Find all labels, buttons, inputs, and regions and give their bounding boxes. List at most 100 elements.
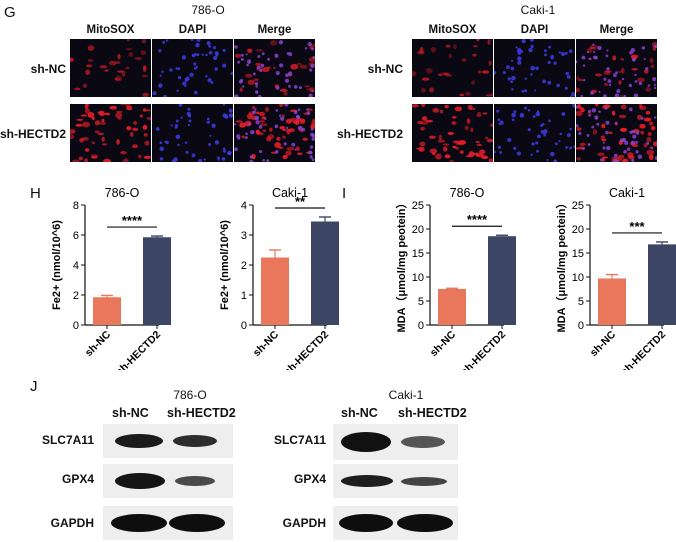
nucleus [296,115,301,120]
mitosox-signal [279,88,288,92]
mitosox-signal [488,158,493,162]
nucleus [597,45,602,51]
micrograph-g1-merge-nc [234,39,315,97]
mitosox-signal [466,118,471,124]
nucleus [595,117,598,120]
nucleus [254,115,260,121]
nucleus [216,156,220,160]
nucleus [652,77,657,82]
nucleus [586,134,590,137]
nucleus [275,109,279,112]
g2-col-dapi: DAPI [520,24,549,36]
band [115,473,165,489]
mitosox-signal [128,52,134,57]
mitosox-signal [420,126,426,131]
mitosox-signal [645,87,651,92]
mitosox-signal [133,121,138,125]
micrograph-g2-mitosox-nc [412,39,493,97]
mitosox-signal [455,146,460,150]
nucleus [207,78,212,83]
mitosox-signal [120,104,127,106]
nucleus [536,134,541,139]
y-tick-label: 10 [412,272,424,284]
nucleus [565,71,569,76]
nucleus [206,41,211,46]
nucleus [548,119,551,123]
j-blot2-title: Caki-1 [388,388,424,402]
nucleus [531,142,535,146]
mitosox-signal [117,70,124,73]
nucleus [159,74,162,77]
nucleus [569,95,572,97]
mitosox-signal [78,156,84,161]
mitosox-signal [99,122,107,125]
micrograph-g2-dapi-hectd2 [494,104,575,162]
mitosox-signal [628,155,635,160]
mitosox-signal [283,91,288,96]
nucleus [558,51,562,54]
nucleus [169,68,173,72]
nucleus [293,110,298,115]
mitosox-signal [576,157,581,161]
significance-stars: ** [295,194,306,209]
blot-caki1-slc7a11 [333,424,458,460]
mitosox-signal [647,131,652,137]
nucleus [581,55,586,60]
mitosox-signal [239,122,247,128]
nucleus [546,159,549,162]
nucleus [304,47,308,50]
mitosox-signal [103,112,111,116]
mitosox-signal [485,94,492,97]
nucleus [245,132,248,135]
mitosox-signal [101,136,105,142]
nucleus [653,116,657,119]
nucleus [565,51,568,55]
mitosox-signal [85,69,91,75]
micrograph-background [152,104,233,162]
mitosox-signal [612,55,617,61]
mitosox-signal [299,64,308,69]
y-tick-label: 0 [73,320,79,332]
mitosox-signal [87,59,94,62]
mitosox-signal [262,67,270,73]
nucleus [208,142,212,146]
nucleus [550,151,555,157]
mitosox-signal [277,146,284,150]
mitosox-signal [82,83,88,88]
mitosox-signal [438,134,443,140]
g1-col-merge: Merge [257,24,292,36]
mitosox-signal [269,40,278,46]
mitosox-signal [640,130,645,135]
nucleus [206,117,210,121]
nucleus [285,126,289,130]
nucleus [536,110,540,113]
blot-caki1-gpx4 [333,464,458,498]
j2-lane-shhectd2: sh-HECTD2 [398,406,467,420]
nucleus [159,146,164,152]
bar [598,278,626,325]
mitosox-signal [429,87,435,93]
nucleus [266,159,270,162]
nucleus [496,109,500,113]
nucleus [212,55,218,61]
nucleus [507,137,512,143]
mitosox-signal [241,135,245,139]
nucleus [309,145,314,149]
nucleus [524,89,528,93]
bar [261,257,289,325]
nucleus [247,122,251,126]
mitosox-signal [71,159,80,162]
nucleus [185,76,190,81]
y-axis-label: Fe2+ (nmol/10^6) [51,220,63,310]
mitosox-signal [639,123,646,129]
nucleus [606,67,610,71]
nucleus [240,53,244,57]
nucleus [588,57,592,61]
nucleus [208,50,213,55]
nucleus [524,77,527,80]
mitosox-signal [419,141,426,147]
significance-stars: **** [467,212,488,227]
nucleus [499,150,503,154]
mitosox-signal [620,127,628,132]
nucleus [311,47,315,51]
